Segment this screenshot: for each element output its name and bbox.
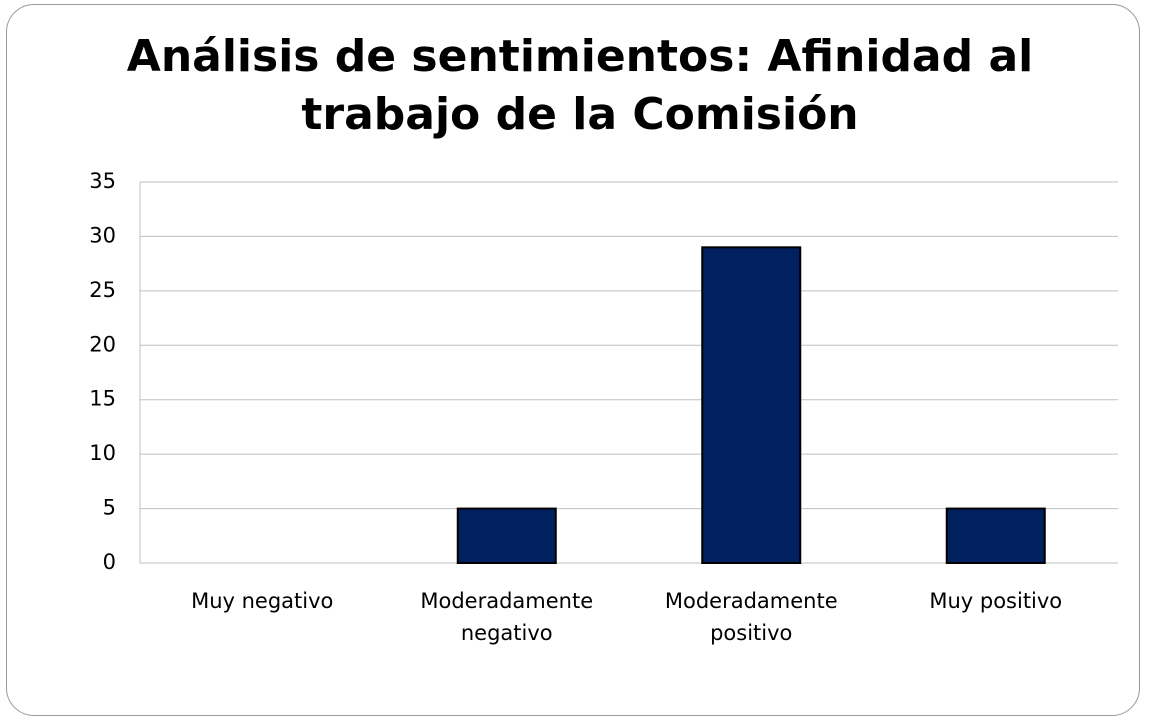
chart-title: Análisis de sentimientos: Afinidad al tr…	[126, 31, 1034, 140]
y-tick-label: 20	[89, 332, 116, 356]
y-tick-label: 5	[103, 496, 116, 520]
x-tick-label: Muy negativo	[191, 589, 334, 613]
y-tick-label: 30	[89, 223, 116, 247]
x-tick-label: Moderadamente negativo	[420, 589, 594, 645]
x-tick-label: Muy positivo	[929, 589, 1063, 613]
y-tick-label: 0	[103, 550, 116, 574]
y-tick-label: 15	[89, 387, 116, 411]
y-tick-label: 25	[89, 278, 116, 302]
y-tick-label: 10	[89, 441, 116, 465]
x-tick-label: Moderadamente positivo	[664, 589, 838, 645]
y-tick-label: 35	[89, 169, 116, 193]
bar	[945, 507, 1046, 565]
bar	[701, 246, 802, 564]
frame	[6, 4, 1140, 716]
bar	[456, 507, 557, 565]
